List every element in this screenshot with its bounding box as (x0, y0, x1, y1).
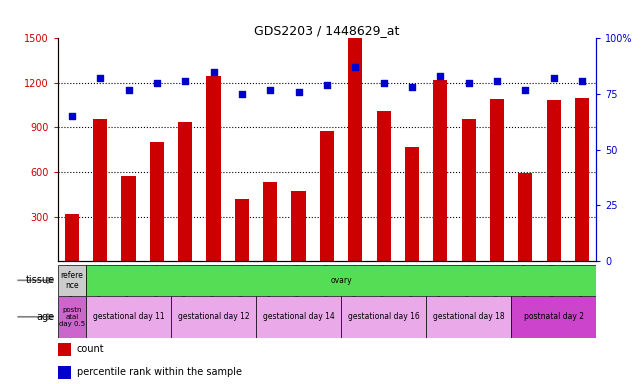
Point (407, 84, 417, 91)
Bar (93, 119, 107, 261)
Bar (511, 296, 596, 338)
Text: postnatal day 2: postnatal day 2 (524, 312, 583, 321)
Bar (405, 147, 419, 261)
Bar (341, 296, 426, 338)
Bar (575, 98, 589, 261)
Text: count: count (76, 344, 104, 354)
Bar (86, 296, 171, 338)
Bar (58, 296, 86, 338)
Bar (462, 119, 476, 261)
Bar (206, 76, 221, 261)
Title: GDS2203 / 1448629_at: GDS2203 / 1448629_at (254, 24, 399, 37)
Point (492, 78, 502, 84)
Bar (376, 111, 390, 261)
Point (208, 69, 219, 75)
Text: postn
atal
day 0.5: postn atal day 0.5 (59, 307, 85, 327)
Text: age: age (37, 312, 54, 322)
Bar (150, 142, 164, 261)
Text: percentile rank within the sample: percentile rank within the sample (76, 367, 242, 377)
Point (350, 64, 360, 70)
Point (294, 89, 304, 95)
Point (378, 80, 388, 86)
Bar (65, 214, 79, 261)
Bar (348, 38, 362, 261)
Bar (292, 190, 306, 261)
Point (152, 80, 162, 86)
Text: gestational day 14: gestational day 14 (263, 312, 335, 321)
Text: tissue: tissue (26, 275, 54, 285)
Bar (518, 173, 533, 261)
Point (237, 91, 247, 97)
Point (180, 78, 190, 84)
Bar (178, 122, 192, 261)
Text: refere
nce: refere nce (60, 271, 83, 290)
Point (463, 80, 474, 86)
Point (322, 82, 332, 88)
Bar (58, 265, 86, 296)
Bar (426, 296, 511, 338)
Bar (263, 182, 278, 261)
Bar (121, 176, 136, 261)
Point (67, 113, 77, 119)
Point (265, 86, 276, 93)
Text: gestational day 12: gestational day 12 (178, 312, 249, 321)
Bar (433, 80, 447, 261)
Text: gestational day 18: gestational day 18 (433, 312, 504, 321)
Bar (320, 131, 334, 261)
Bar (490, 99, 504, 261)
Point (124, 86, 134, 93)
Point (520, 86, 530, 93)
Bar (256, 296, 341, 338)
Text: ovary: ovary (330, 276, 352, 285)
Bar (235, 199, 249, 261)
Text: gestational day 16: gestational day 16 (347, 312, 419, 321)
Text: gestational day 11: gestational day 11 (93, 312, 164, 321)
Point (577, 78, 587, 84)
Point (549, 75, 559, 81)
Bar (171, 296, 256, 338)
Bar (547, 100, 561, 261)
Bar (58, 366, 71, 379)
Bar (58, 343, 71, 356)
Point (435, 73, 445, 79)
Point (95, 75, 105, 81)
